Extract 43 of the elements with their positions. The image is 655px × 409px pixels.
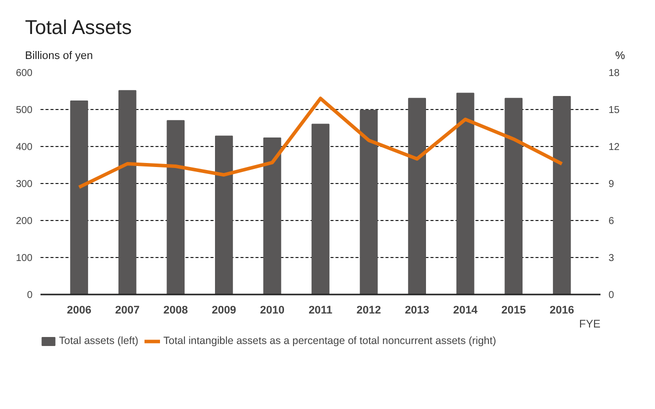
x-tick-label: 2016 [550,304,574,317]
legend-label: Total assets (left) [59,335,138,348]
x-axis-title: FYE [579,318,601,331]
y-tick-label: 100 [16,253,33,264]
x-tick-label: 2013 [404,304,430,317]
x-tick-label: 2009 [212,304,236,317]
x-tick-label: 2010 [260,304,284,317]
x-tick-label: 2007 [115,304,140,317]
line-series [77,96,564,190]
bar [408,98,426,295]
y-tick-label: 300 [16,179,33,190]
y2-tick-label: 18 [608,68,620,80]
x-tick-label: 2011 [308,304,332,317]
bar [456,92,474,295]
y2-tick-label: 12 [608,142,620,154]
x-tick-label: 2006 [66,304,92,317]
x-tick-label: 2014 [453,304,478,317]
x-tick-label: 2012 [356,304,382,317]
bar [263,138,282,295]
bar [504,98,523,295]
y-tick-label: 600 [16,68,33,80]
y2-axis-title: % [615,48,625,64]
y-tick-label: 200 [16,216,33,228]
y2-tick-label: 6 [608,216,614,228]
bar [215,136,233,295]
x-tick-label: 2015 [501,304,526,317]
chart-title: Total Assets [25,16,133,41]
y2-tick-label: 15 [608,105,620,116]
bar [312,124,330,295]
bar [360,110,378,295]
bar [70,100,88,295]
x-tick-label: 2008 [163,304,188,317]
bar [166,120,185,295]
legend-label: Total intangible assets as a percentage of total noncurrent assets (right) [163,335,496,348]
y2-tick-label: 3 [608,253,614,264]
y-tick-label: 400 [16,142,33,154]
y-tick-label: 500 [16,105,33,116]
bar [552,96,571,295]
y-tick-label: 0 [26,290,33,302]
y2-tick-label: 0 [608,290,614,302]
y2-tick-label: 9 [608,179,614,190]
bar [118,90,136,295]
y-axis-title: Billions of yen [25,48,93,64]
